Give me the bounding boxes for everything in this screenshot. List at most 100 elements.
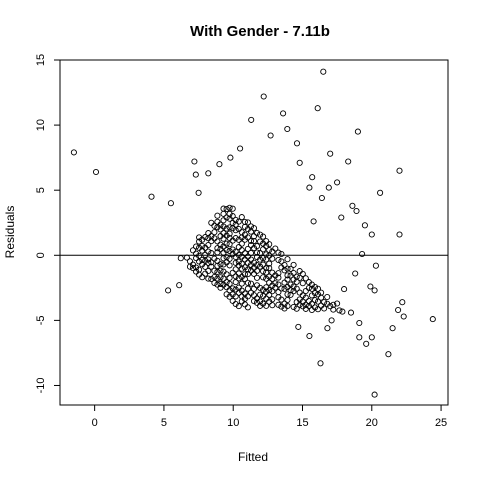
data-point: [226, 230, 233, 237]
data-point: [281, 261, 288, 269]
data-point: [278, 296, 285, 303]
data-point: [217, 274, 224, 281]
data-point: [284, 291, 291, 298]
data-point: [318, 194, 325, 202]
data-point: [148, 193, 155, 200]
data-point: [284, 272, 291, 279]
data-point: [324, 293, 331, 301]
data-point: [214, 268, 221, 275]
data-point: [260, 233, 267, 240]
y-tick-label: 15: [35, 54, 47, 66]
data-point: [371, 287, 378, 294]
data-point: [260, 255, 267, 262]
data-point: [199, 242, 206, 249]
data-point: [284, 256, 291, 263]
data-point: [205, 275, 212, 282]
data-point: [238, 280, 245, 287]
data-point: [214, 275, 221, 282]
data-point: [278, 285, 285, 292]
data-point: [244, 266, 251, 273]
x-tick-label: 10: [227, 417, 239, 429]
data-point: [211, 267, 218, 274]
data-point: [267, 132, 274, 139]
data-point: [396, 167, 403, 174]
data-point: [302, 275, 309, 282]
data-points: [70, 68, 436, 398]
data-point: [311, 297, 319, 304]
data-point: [229, 205, 236, 212]
data-point: [278, 250, 285, 258]
data-point: [211, 222, 218, 229]
data-point: [208, 233, 215, 240]
data-point: [287, 287, 294, 294]
data-point: [211, 273, 218, 281]
plot-frame: [59, 59, 449, 406]
data-point: [196, 238, 203, 245]
data-point: [248, 116, 255, 123]
x-tick-label: 15: [296, 417, 308, 429]
data-point: [235, 244, 242, 251]
data-point: [395, 306, 402, 314]
data-point: [263, 269, 270, 276]
data-point: [202, 251, 209, 258]
data-point: [325, 184, 332, 191]
data-point: [293, 273, 300, 280]
data-point: [232, 235, 239, 242]
data-point: [269, 255, 276, 262]
data-point: [306, 184, 313, 191]
data-point: [305, 284, 312, 292]
data-point: [235, 225, 242, 233]
data-point: [299, 270, 306, 277]
data-point: [257, 231, 264, 238]
data-point: [226, 241, 233, 248]
data-point: [338, 214, 345, 221]
data-point: [244, 279, 251, 286]
data-point: [260, 268, 267, 275]
data-point: [238, 260, 245, 267]
data-point: [250, 245, 258, 252]
data-point: [253, 267, 261, 274]
data-point: [269, 302, 276, 309]
data-point: [284, 125, 291, 133]
data-point: [223, 254, 230, 261]
data-point: [226, 274, 233, 281]
data-point: [226, 255, 233, 262]
data-point: [235, 270, 242, 277]
data-point: [238, 240, 245, 247]
data-point: [253, 229, 261, 237]
data-point: [287, 291, 294, 298]
data-point: [238, 247, 245, 254]
data-point: [226, 287, 233, 294]
data-point: [223, 205, 230, 213]
data-point: [196, 266, 203, 273]
data-point: [389, 325, 396, 332]
data-point: [253, 299, 261, 306]
data-point: [257, 291, 264, 298]
data-point: [241, 275, 248, 283]
data-point: [235, 251, 242, 259]
data-point: [208, 238, 215, 245]
data-point: [70, 149, 77, 156]
data-point: [205, 170, 212, 177]
data-point: [311, 304, 319, 311]
data-point: [314, 285, 322, 292]
data-point: [232, 293, 239, 300]
data-point: [272, 280, 279, 287]
data-point: [217, 267, 224, 274]
data-point: [293, 140, 301, 147]
data-point: [263, 264, 270, 272]
data-point: [296, 268, 303, 275]
data-point: [196, 258, 203, 265]
data-point: [238, 265, 245, 272]
data-point: [361, 222, 368, 229]
data-point: [244, 234, 251, 241]
data-point: [244, 304, 251, 311]
data-point: [193, 243, 200, 250]
data-point: [302, 301, 309, 308]
data-point: [241, 250, 248, 257]
data-point: [247, 256, 255, 263]
data-point: [199, 256, 206, 263]
data-point: [257, 263, 264, 270]
data-point: [208, 219, 215, 226]
